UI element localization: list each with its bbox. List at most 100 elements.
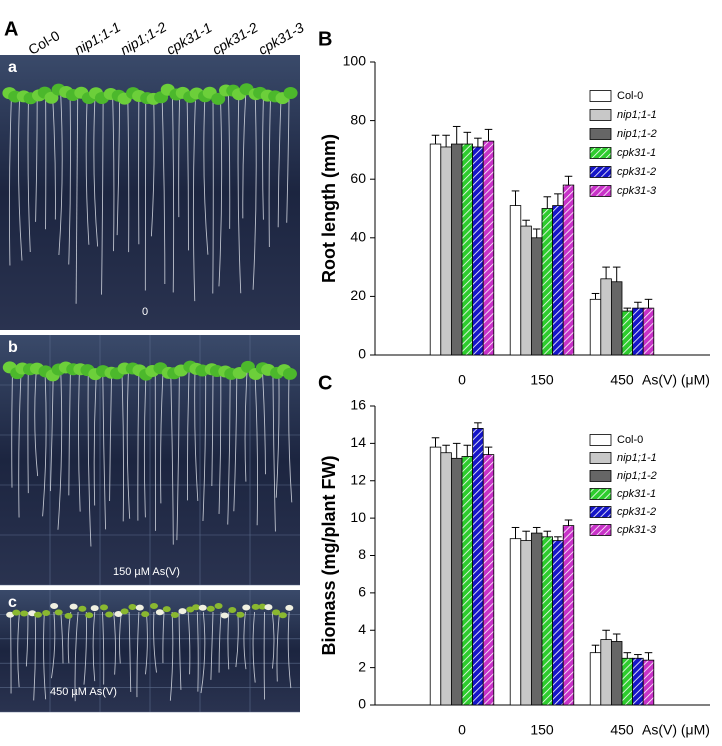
legend-label: cpk31-2: [617, 166, 656, 178]
legend-swatch: [590, 148, 611, 159]
leaf: [279, 612, 287, 618]
legend-label: nip1;1-1: [617, 109, 657, 121]
bar: [633, 308, 644, 355]
bar: [510, 539, 521, 705]
x-tick-label: 450: [610, 372, 634, 388]
y-tick-label: 40: [350, 229, 366, 245]
legend-swatch: [590, 110, 611, 121]
bar: [542, 209, 553, 356]
bar: [611, 641, 622, 705]
column-label: cpk31-1: [163, 19, 214, 58]
bar: [553, 206, 564, 355]
leaf: [105, 611, 113, 617]
x-tick-label: 0: [458, 722, 466, 738]
legend-swatch: [590, 507, 611, 518]
legend-label: Col-0: [617, 90, 643, 102]
column-label: cpk31-3: [255, 19, 306, 58]
leaf: [70, 604, 78, 610]
y-tick-label: 6: [358, 584, 366, 600]
bar: [622, 658, 633, 705]
leaf: [85, 612, 93, 618]
bar: [430, 144, 441, 355]
leaf: [199, 605, 207, 611]
y-tick-label: 10: [350, 509, 366, 525]
legend-swatch: [590, 453, 611, 464]
x-axis-label: As(V) (μM): [642, 372, 710, 388]
bar: [430, 447, 441, 705]
x-tick-label: 450: [610, 722, 634, 738]
leaf: [121, 608, 129, 614]
leaf: [150, 603, 158, 609]
legend-swatch: [590, 435, 611, 446]
leaf: [20, 611, 28, 617]
bar: [531, 238, 542, 355]
bar: [563, 526, 574, 705]
y-tick-label: 12: [350, 471, 366, 487]
x-tick-label: 150: [530, 372, 554, 388]
bar: [462, 456, 473, 705]
bar: [542, 537, 553, 705]
plate-caption: 150 µM As(V): [113, 566, 180, 578]
y-tick-label: 0: [358, 696, 366, 712]
y-axis-label: Root length (mm): [319, 134, 339, 283]
bar: [553, 541, 564, 705]
bar: [451, 144, 462, 355]
panel-label: A: [4, 18, 18, 40]
leaf: [156, 609, 164, 615]
leaf: [284, 87, 298, 99]
plate-caption: 0: [142, 306, 148, 318]
bar: [441, 147, 452, 355]
bar: [521, 226, 532, 355]
panel-label: C: [318, 372, 332, 394]
legend-label: Col-0: [617, 434, 643, 446]
leaf: [55, 609, 63, 615]
leaf: [50, 603, 58, 609]
leaf: [128, 604, 136, 610]
plate-label: b: [8, 339, 18, 356]
bar: [531, 533, 542, 705]
bar: [473, 428, 484, 705]
x-axis-label: As(V) (μM): [642, 722, 710, 738]
leaf: [34, 612, 42, 618]
leaf: [242, 604, 250, 610]
bar: [622, 311, 633, 355]
column-label: nip1;1-2: [117, 19, 169, 58]
y-tick-label: 100: [343, 53, 367, 69]
legend-swatch: [590, 525, 611, 536]
y-tick-label: 14: [350, 434, 366, 450]
panel-label: B: [318, 28, 332, 50]
bar: [521, 541, 532, 705]
y-tick-label: 2: [358, 658, 366, 674]
legend-label: cpk31-1: [617, 488, 656, 500]
bar: [473, 147, 484, 355]
leaf: [136, 605, 144, 611]
bar: [633, 658, 644, 705]
leaf: [42, 610, 50, 616]
bar: [462, 144, 473, 355]
column-label: cpk31-2: [209, 19, 260, 58]
leaf: [221, 612, 229, 618]
y-tick-label: 0: [358, 346, 366, 362]
legend-label: cpk31-3: [617, 185, 657, 197]
y-tick-label: 60: [350, 170, 366, 186]
legend-swatch: [590, 186, 611, 197]
bar: [451, 458, 462, 705]
bar: [590, 299, 601, 355]
bar: [611, 282, 622, 355]
leaf: [78, 606, 86, 612]
legend-label: nip1;1-1: [617, 452, 657, 464]
leaf: [215, 603, 223, 609]
y-axis-label: Biomass (mg/plant FW): [319, 455, 339, 655]
bar: [510, 206, 521, 355]
legend-swatch: [590, 489, 611, 500]
x-tick-label: 0: [458, 372, 466, 388]
plate-caption: 450 µM As(V): [50, 686, 117, 698]
legend-swatch: [590, 167, 611, 178]
leaf: [171, 612, 179, 618]
y-tick-label: 20: [350, 287, 366, 303]
leaf: [272, 609, 280, 615]
bar: [601, 640, 612, 705]
x-tick-label: 150: [530, 722, 554, 738]
leaf: [236, 612, 244, 618]
